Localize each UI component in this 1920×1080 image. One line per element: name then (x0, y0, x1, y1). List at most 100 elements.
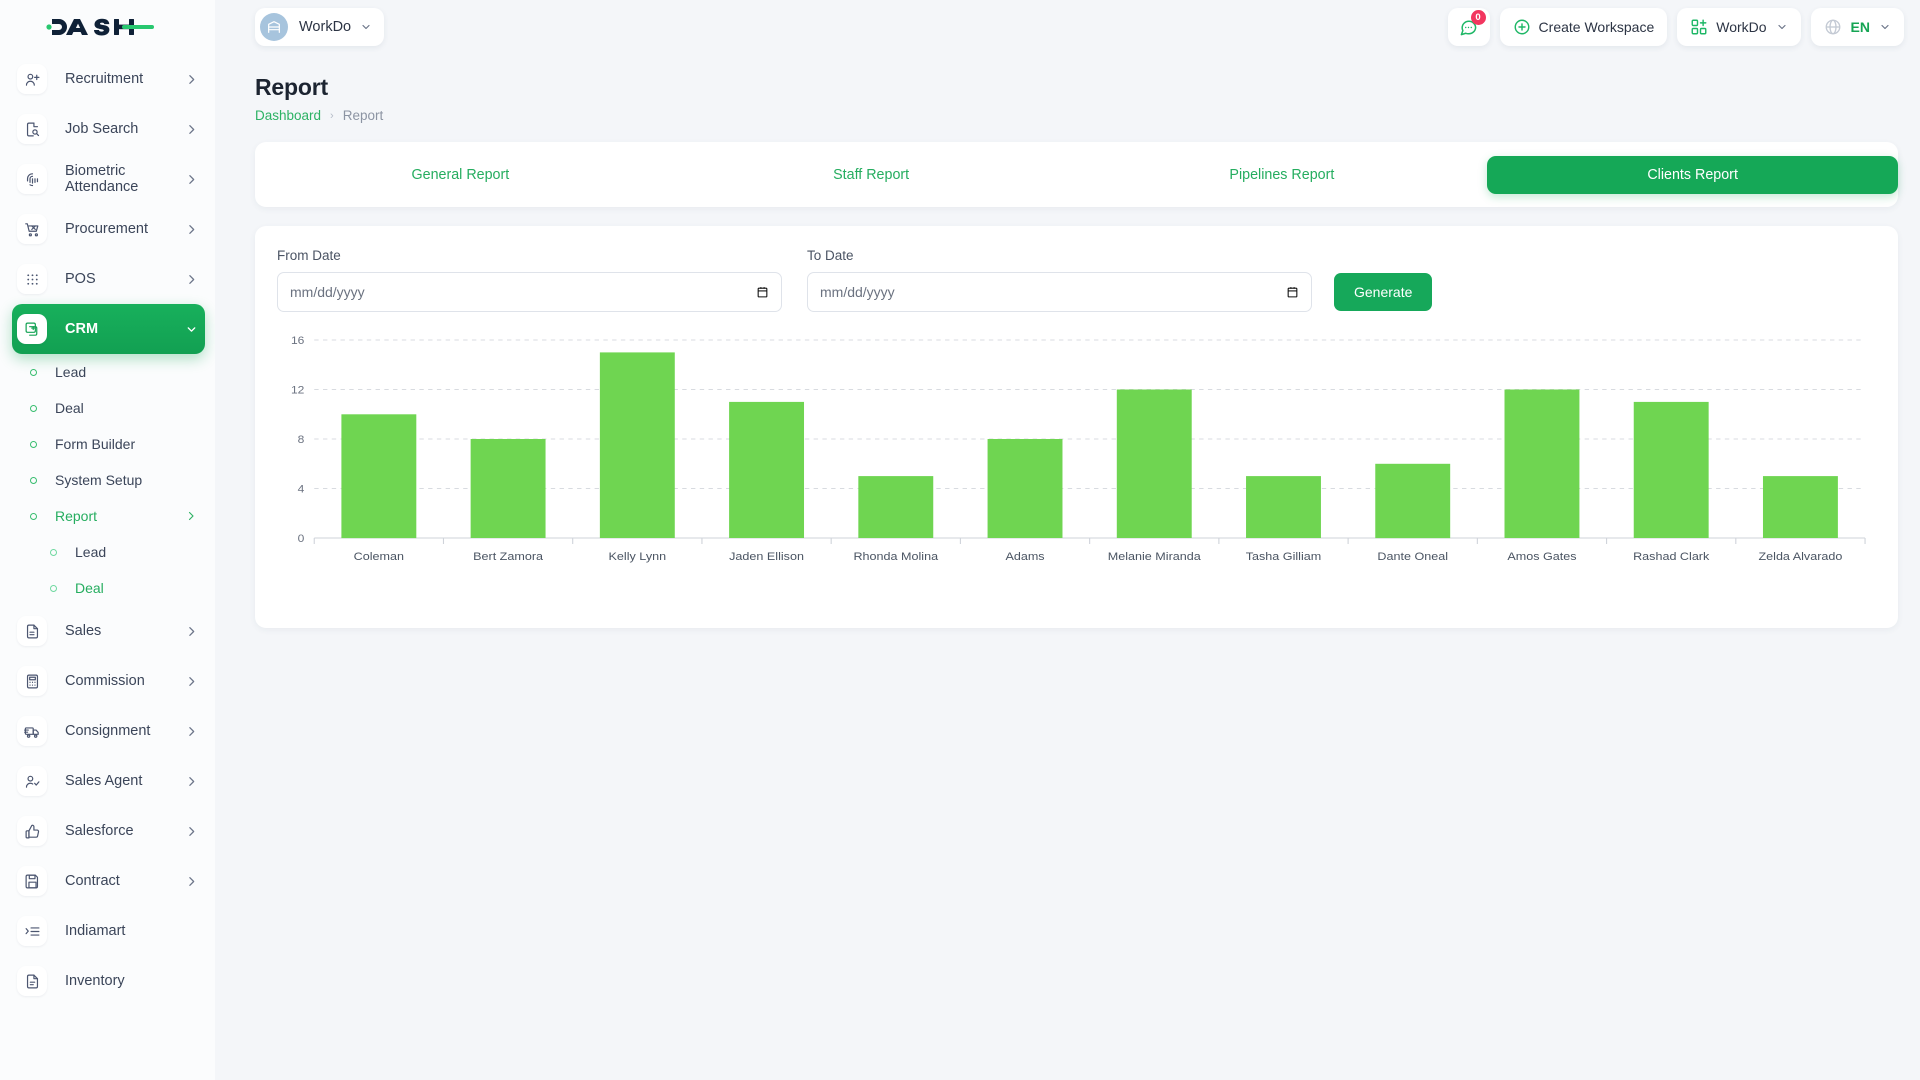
messages-button[interactable]: 0 (1447, 8, 1490, 46)
chevron-down-icon[interactable] (1776, 21, 1788, 33)
language-selector[interactable]: EN (1810, 8, 1904, 46)
breadcrumb-dashboard-link[interactable]: Dashboard (255, 108, 322, 123)
grid-dots-icon (26, 273, 38, 285)
sidebar-subitem-deal[interactable]: Deal (12, 570, 205, 606)
sidebar-item-sales-agent[interactable]: Sales Agent (12, 756, 205, 806)
list-chevron-icon (25, 926, 39, 936)
chevron-right-icon[interactable] (185, 875, 198, 888)
sidebar-subitem-label: Deal (55, 400, 84, 416)
chevron-right-icon[interactable] (185, 625, 198, 638)
sidebar-subitem-form-builder[interactable]: Form Builder (12, 426, 205, 462)
bar-dante-oneal[interactable] (1375, 463, 1451, 539)
tab-pipelines-report[interactable]: Pipelines Report (1077, 142, 1488, 207)
calculator-icon (26, 674, 38, 688)
app-logo[interactable] (0, 0, 215, 54)
main-content: Report Dashboard › Report General Report… (215, 54, 1920, 1080)
bar-jaden-ellison[interactable] (729, 401, 805, 538)
chevron-right-icon[interactable] (185, 725, 198, 738)
sidebar-subitem-lead[interactable]: Lead (12, 354, 205, 390)
bullet-dot-icon (30, 476, 37, 484)
sidebar-item-contract[interactable]: Contract (12, 856, 205, 906)
to-date-input[interactable]: mm/dd/yyyy (807, 272, 1312, 312)
y-axis-tick-label: 4 (298, 484, 305, 495)
workspace-selector[interactable]: WorkDo (255, 8, 385, 46)
sidebar-subitem-system-setup[interactable]: System Setup (12, 462, 205, 498)
filter-row: From Date mm/dd/yyyy To Date mm/dd/yyyy (277, 248, 1876, 312)
workspace-switcher-button[interactable]: WorkDo (1677, 8, 1801, 46)
sidebar-item-job-search[interactable]: Job Search (12, 104, 205, 154)
chevron-right-icon[interactable] (185, 825, 198, 838)
bar-adams[interactable] (987, 439, 1063, 538)
sidebar-item-crm[interactable]: CRM (12, 304, 205, 354)
report-tabs: General Report Staff Report Pipelines Repo… (255, 142, 1898, 207)
bar-kelly-lynn[interactable] (599, 352, 675, 538)
y-axis-tick-label: 8 (298, 434, 305, 445)
chevron-right-icon[interactable] (185, 273, 198, 286)
sidebar-subitem-deal[interactable]: Deal (12, 390, 205, 426)
create-workspace-button[interactable]: Create Workspace (1499, 8, 1668, 46)
chevron-right-icon[interactable] (185, 223, 198, 236)
tab-label: Clients Report (1487, 155, 1898, 194)
sidebar-item-label: Recruitment (65, 70, 144, 87)
messages-badge: 0 (1470, 10, 1486, 25)
sidebar-item-indiamart[interactable]: Indiamart (12, 906, 205, 956)
user-plus-icon-wrapper (17, 64, 47, 94)
user-plus-icon (25, 73, 39, 86)
chevron-down-icon[interactable] (185, 323, 198, 336)
sidebar-item-label: Sales Agent (65, 772, 143, 789)
sidebar-item-biometric-attendance[interactable]: Biometric Attendance (12, 154, 205, 204)
sidebar-subitem-report[interactable]: Report (12, 498, 205, 534)
chevron-right-icon[interactable] (185, 123, 198, 136)
chevron-right-icon[interactable] (185, 73, 198, 86)
workspace-switcher-label: WorkDo (1716, 19, 1767, 35)
chevron-right-icon[interactable] (185, 775, 198, 788)
crm-layers-icon-wrapper (17, 314, 47, 344)
sidebar-item-label: Contract (65, 872, 120, 889)
generate-button[interactable]: Generate (1334, 273, 1433, 311)
tab-clients-report[interactable]: Clients Report (1487, 142, 1898, 207)
chart-canvas: 0 4 8 12 16 Coleman Bert Zamora Kelly Lynn Jaden… (291, 335, 1866, 563)
user-check-icon (25, 775, 39, 788)
bar-zelda-alvarado[interactable] (1762, 476, 1838, 538)
x-axis-tick-label: Amos Gates (1507, 550, 1576, 563)
workspace-name: WorkDo (299, 19, 352, 35)
sidebar-subitem-label: System Setup (55, 472, 143, 488)
chevron-down-icon[interactable] (360, 21, 372, 33)
x-axis-tick-label: Rhonda Molina (853, 550, 938, 563)
to-date-label: To Date (807, 248, 854, 263)
bar-tasha-gilliam[interactable] (1246, 476, 1321, 538)
tab-general-report[interactable]: General Report (255, 142, 666, 207)
sidebar-item-sales[interactable]: Sales (12, 606, 205, 656)
sidebar-item-pos[interactable]: POS (12, 254, 205, 304)
from-date-placeholder: mm/dd/yyyy (290, 284, 365, 300)
save-disk-icon (25, 874, 38, 888)
sidebar-nav[interactable]: Recruitment Job Search Biometric Attendanc… (0, 54, 215, 1080)
sidebar-item-recruitment[interactable]: Recruitment (12, 54, 205, 104)
bar-melanie-miranda[interactable] (1116, 389, 1192, 539)
bar-coleman[interactable] (341, 414, 417, 539)
sidebar-item-commission[interactable]: Commission (12, 656, 205, 706)
bar-bert-zamora[interactable] (470, 439, 546, 538)
create-workspace-label: Create Workspace (1538, 19, 1655, 35)
chevron-right-icon[interactable] (185, 510, 197, 522)
calendar-icon[interactable] (756, 285, 769, 299)
chevron-right-icon[interactable] (185, 675, 198, 688)
sidebar-item-consignment[interactable]: Consignment (12, 706, 205, 756)
sidebar-item-procurement[interactable]: Procurement (12, 204, 205, 254)
sidebar-subitem-lead[interactable]: Lead (12, 534, 205, 570)
bar-rhonda-molina[interactable] (858, 476, 934, 538)
calendar-icon[interactable] (1286, 285, 1299, 299)
bar-rashad-clark[interactable] (1633, 401, 1709, 538)
sidebar-item-inventory[interactable]: Inventory (12, 956, 205, 1006)
chevron-down-icon[interactable] (1879, 21, 1891, 33)
bullet-dot-icon (30, 512, 37, 520)
from-date-input[interactable]: mm/dd/yyyy (277, 272, 782, 312)
sidebar-item-salesforce[interactable]: Salesforce (12, 806, 205, 856)
x-axis-tick-label: Adams (1005, 550, 1044, 563)
x-axis-tick-label: Coleman (354, 550, 404, 563)
bar-amos-gates[interactable] (1504, 389, 1580, 539)
tab-staff-report[interactable]: Staff Report (666, 142, 1077, 207)
shopping-cart-icon (24, 222, 38, 236)
bullet-dot-icon (30, 368, 37, 376)
chevron-right-icon[interactable] (185, 173, 198, 186)
